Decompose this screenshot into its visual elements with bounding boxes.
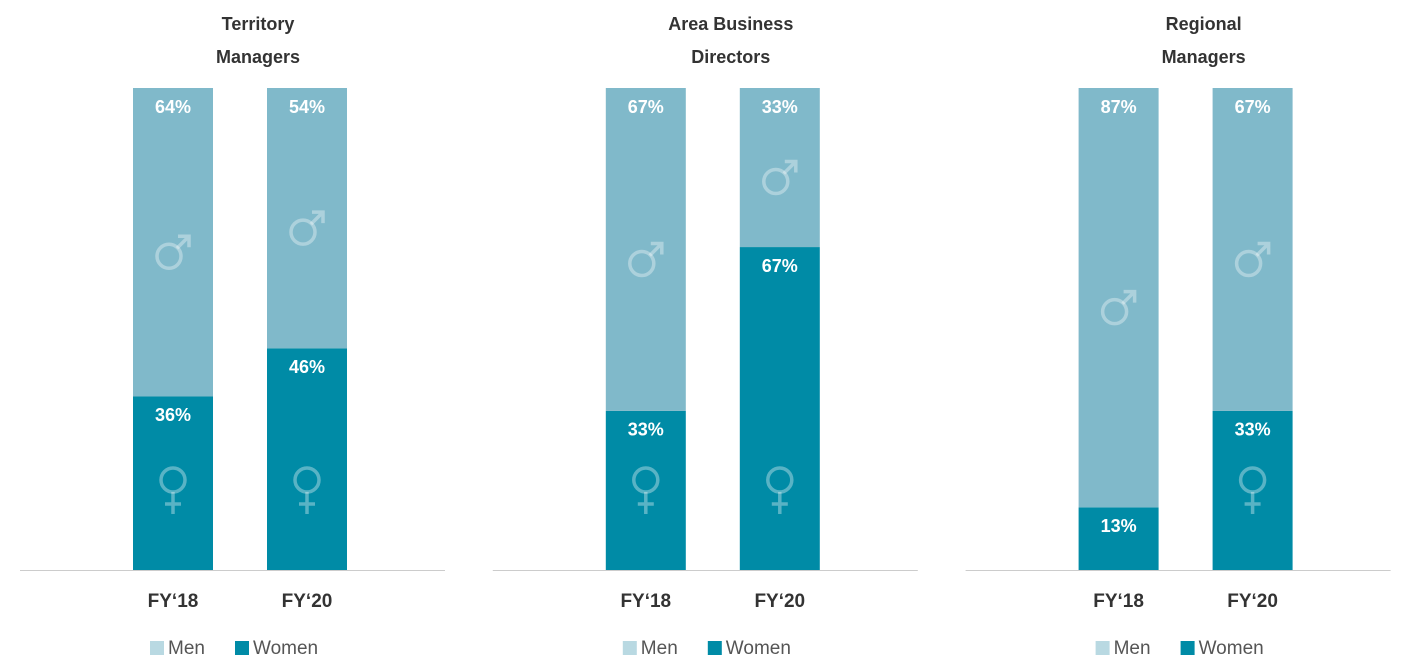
bar-segment [605, 410, 686, 570]
male-icon [762, 167, 790, 196]
female-icon [766, 466, 794, 494]
x-tick-label: FY‘18 [1093, 591, 1144, 612]
data-label: 54% [289, 97, 325, 117]
male-icon [1121, 289, 1137, 305]
bar-segment [1078, 88, 1159, 508]
data-label: 13% [1101, 516, 1137, 536]
legend-swatch [235, 641, 249, 655]
chart-title: Regional Managers [1161, 14, 1246, 67]
male-icon [648, 241, 664, 257]
x-tick-label: FY‘20 [282, 591, 333, 612]
bar-segment [739, 88, 820, 248]
bar-segment [267, 88, 347, 349]
legend-label: Men [641, 638, 678, 658]
data-label: 46% [289, 357, 325, 377]
male-icon [1100, 297, 1129, 326]
bar-segment [605, 88, 686, 411]
male-icon [782, 159, 798, 175]
male-icon [175, 234, 191, 250]
legend-label: Men [168, 638, 205, 658]
data-label: 67% [1235, 97, 1271, 117]
chart-title: Territory Managers [215, 14, 301, 67]
bar-segment [133, 88, 213, 397]
male-icon [155, 242, 183, 270]
data-label: 33% [1235, 420, 1271, 440]
female-icon [1244, 492, 1261, 514]
data-label: 67% [762, 256, 798, 276]
female-icon [1238, 466, 1267, 494]
bar-segment [133, 396, 213, 570]
legend-swatch [622, 641, 637, 655]
bar-segment [1212, 88, 1293, 411]
data-label: 36% [155, 405, 191, 425]
bar-segment [1212, 410, 1293, 570]
female-icon [637, 492, 654, 514]
bar-segment [267, 348, 347, 570]
data-label: 67% [628, 97, 664, 117]
female-icon [632, 466, 660, 494]
data-label: 33% [628, 420, 664, 440]
legend-label: Women [726, 638, 791, 658]
male-icon [1234, 249, 1263, 278]
legend-label: Women [253, 638, 318, 658]
data-label: 64% [155, 97, 191, 117]
male-icon [289, 218, 317, 246]
female-icon [159, 466, 187, 494]
female-icon [165, 492, 181, 514]
female-icon [293, 466, 321, 494]
male-icon [309, 210, 325, 226]
data-label: 87% [1101, 97, 1137, 117]
female-icon [299, 492, 315, 514]
x-tick-label: FY‘20 [754, 591, 805, 612]
legend-swatch [150, 641, 164, 655]
x-tick-label: FY‘18 [620, 591, 671, 612]
male-icon [1255, 241, 1271, 257]
x-tick-label: FY‘18 [148, 591, 199, 612]
legend-label: Women [1199, 638, 1264, 658]
legend-label: Men [1114, 638, 1151, 658]
bar-segment [739, 247, 820, 570]
bar-segment [1078, 507, 1159, 570]
chart-title: Area Business Directors [668, 14, 794, 67]
data-label: 33% [762, 97, 798, 117]
x-tick-label: FY‘20 [1227, 591, 1278, 612]
male-icon [628, 249, 656, 278]
female-icon [771, 492, 788, 514]
legend-swatch [1180, 641, 1195, 655]
legend-swatch [1095, 641, 1110, 655]
legend-swatch [707, 641, 722, 655]
